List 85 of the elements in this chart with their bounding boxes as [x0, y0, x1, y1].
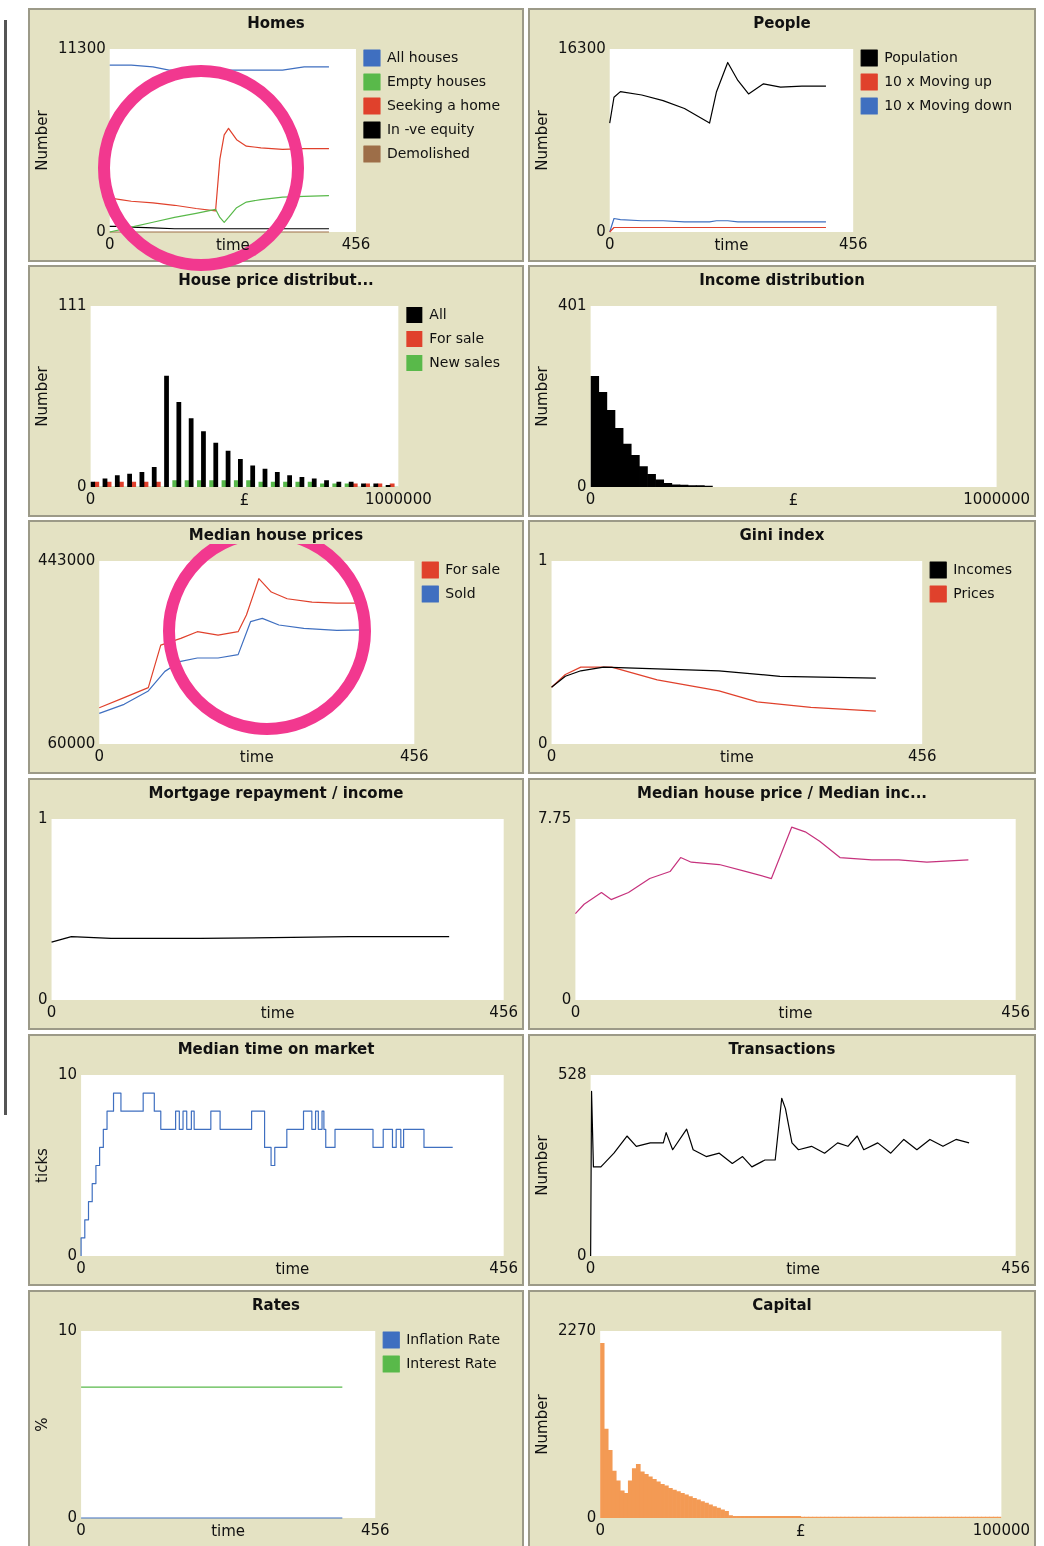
chart-title: Median time on market	[174, 1040, 378, 1058]
x-tick-label: 1000000	[364, 489, 432, 508]
y-tick-label: 0	[96, 221, 106, 240]
x-tick-label: 1000000	[963, 489, 1030, 508]
y-tick-label: 528	[557, 1064, 587, 1083]
y-axis-title: Number	[32, 109, 51, 171]
y-tick-label: 1	[538, 550, 548, 569]
chart-title: Median house prices	[185, 526, 367, 544]
y-tick-label: 0	[67, 1245, 78, 1264]
legend-label: All	[429, 305, 447, 322]
legend-label: All houses	[386, 48, 459, 65]
x-tick-label: 456	[838, 234, 868, 253]
legend-label: Seeking a home	[386, 96, 501, 113]
y-tick-label: 7.75	[537, 808, 572, 827]
y-tick-label: 111	[57, 295, 87, 314]
y-tick-label: 0	[538, 733, 548, 752]
y-tick-label: 0	[596, 221, 606, 240]
x-axis-title: £	[788, 491, 799, 509]
x-axis-title: time	[714, 236, 749, 254]
y-tick-label: 0	[577, 1245, 587, 1264]
x-tick-label: 456	[489, 1002, 519, 1021]
y-axis-title: Number	[32, 365, 51, 427]
legend-label: Population	[884, 48, 958, 65]
y-tick-label: 60000	[47, 733, 96, 752]
y-tick-label: 443000	[38, 550, 96, 569]
x-tick-label: 456	[1001, 1258, 1031, 1277]
y-axis-title: Number	[532, 109, 551, 171]
chart-title: Median house price / Median inc...	[633, 784, 931, 802]
x-axis-title: time	[778, 1004, 813, 1022]
legend-label: Incomes	[953, 560, 1012, 577]
legend-label: 10 x Moving down	[884, 96, 1013, 113]
y-tick-label: 2270	[557, 1320, 597, 1339]
y-axis-title: ticks	[32, 1147, 51, 1183]
y-tick-label: 0	[586, 1507, 597, 1526]
legend-label: Inflation Rate	[406, 1330, 501, 1347]
y-tick-label: 10	[57, 1064, 78, 1083]
y-tick-label: 0	[577, 476, 587, 495]
y-tick-label: 0	[67, 1507, 78, 1526]
legend-label: 10 x Moving up	[884, 72, 993, 89]
chart-title: Homes	[244, 14, 308, 32]
x-tick-label: 456	[489, 1258, 519, 1277]
chart-title: Mortgage repayment / income	[145, 784, 407, 802]
legend-label: Sold	[445, 584, 476, 601]
x-tick-label: 100000	[972, 1520, 1030, 1539]
x-axis-title: time	[215, 236, 250, 254]
x-axis-title: time	[211, 1522, 246, 1540]
y-tick-label: 401	[557, 295, 587, 314]
x-tick-label: 456	[341, 234, 371, 253]
legend-label: Interest Rate	[406, 1354, 497, 1371]
chart-title: Income distribution	[696, 271, 868, 289]
legend-label: For sale	[445, 560, 500, 577]
chart-title: Capital	[749, 1296, 815, 1314]
x-axis-title: time	[719, 748, 754, 766]
x-tick-label: 456	[1001, 1002, 1031, 1021]
legend-label: Empty houses	[386, 72, 487, 89]
y-axis-title: Number	[532, 1134, 551, 1196]
legend-label: New sales	[429, 353, 500, 370]
y-tick-label: 0	[561, 989, 572, 1008]
x-axis-title: time	[786, 1260, 821, 1278]
y-tick-label: 1	[38, 808, 48, 827]
chart-title: Gini index	[736, 526, 828, 544]
legend-label: In -ve equity	[386, 120, 475, 137]
y-tick-label: 10	[57, 1320, 78, 1339]
chart-title: Rates	[249, 1296, 303, 1314]
y-axis-title: %	[32, 1417, 51, 1432]
y-axis-title: Number	[532, 1393, 551, 1455]
chart-title: Transactions	[725, 1040, 839, 1058]
y-tick-label: 16300	[558, 38, 606, 57]
x-axis-title: time	[260, 1004, 295, 1022]
legend-label: Demolished	[386, 144, 471, 161]
x-axis-title: £	[239, 491, 250, 509]
legend-label: For sale	[429, 329, 485, 346]
x-axis-title: time	[275, 1260, 310, 1278]
y-tick-label: 0	[38, 989, 48, 1008]
y-tick-label: 11300	[58, 38, 106, 57]
x-axis-title: £	[795, 1522, 806, 1540]
y-tick-label: 0	[77, 476, 87, 495]
chart-title: House price distribut...	[175, 271, 377, 289]
y-axis-title: Number	[532, 365, 551, 427]
x-tick-label: 456	[360, 1520, 390, 1539]
legend-label: Prices	[953, 584, 995, 601]
x-tick-label: 456	[399, 746, 429, 765]
chart-title: People	[750, 14, 814, 32]
x-tick-label: 456	[907, 746, 937, 765]
x-axis-title: time	[239, 748, 274, 766]
